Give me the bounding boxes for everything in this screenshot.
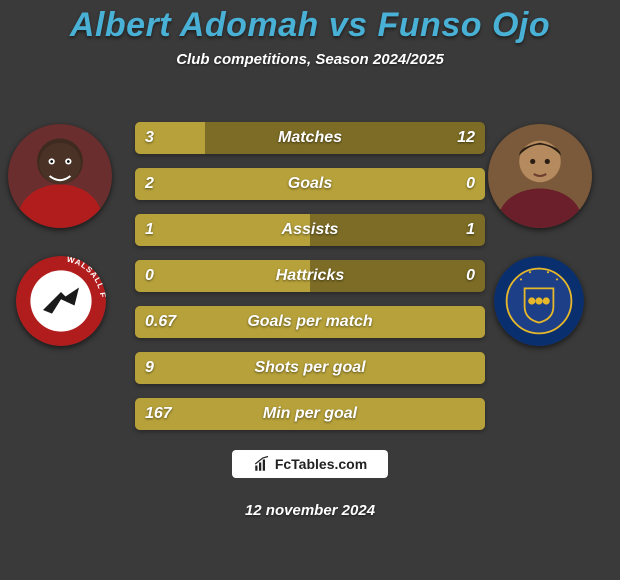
person-icon (488, 124, 592, 228)
infographic-root: Albert Adomah vs Funso Ojo Club competit… (0, 0, 620, 580)
player-left-club-badge: WALSALL FC (16, 256, 106, 346)
stat-right-value (415, 306, 485, 338)
stat-row: 2Goals0 (135, 168, 485, 200)
page-subtitle: Club competitions, Season 2024/2025 (0, 51, 620, 68)
stat-right-value: 12 (415, 122, 485, 154)
stat-right-value: 0 (415, 168, 485, 200)
date-label: 12 november 2024 (0, 502, 620, 519)
stat-right-value: 0 (415, 260, 485, 292)
club-badge-icon: WALSALL FC (16, 256, 106, 346)
stat-row: 1Assists1 (135, 214, 485, 246)
stat-row: 3Matches12 (135, 122, 485, 154)
stat-row: 9Shots per goal (135, 352, 485, 384)
stat-row: 167Min per goal (135, 398, 485, 430)
player-left-avatar (8, 124, 112, 228)
stat-right-value: 1 (415, 214, 485, 246)
stats-table: 3Matches12 2Goals0 1Assists1 0Hattricks0 0.6… (135, 122, 485, 444)
person-icon (8, 124, 112, 228)
player-right-avatar (488, 124, 592, 228)
chart-icon (253, 455, 271, 473)
brand-label: FcTables.com (275, 456, 367, 472)
stat-row: 0Hattricks0 (135, 260, 485, 292)
stat-right-value (415, 398, 485, 430)
page-title: Albert Adomah vs Funso Ojo (0, 0, 620, 45)
player-right-club-badge (494, 256, 584, 346)
stat-right-value (415, 352, 485, 384)
stat-row: 0.67Goals per match (135, 306, 485, 338)
club-badge-icon (494, 256, 584, 346)
brand-badge: FcTables.com (232, 450, 388, 478)
